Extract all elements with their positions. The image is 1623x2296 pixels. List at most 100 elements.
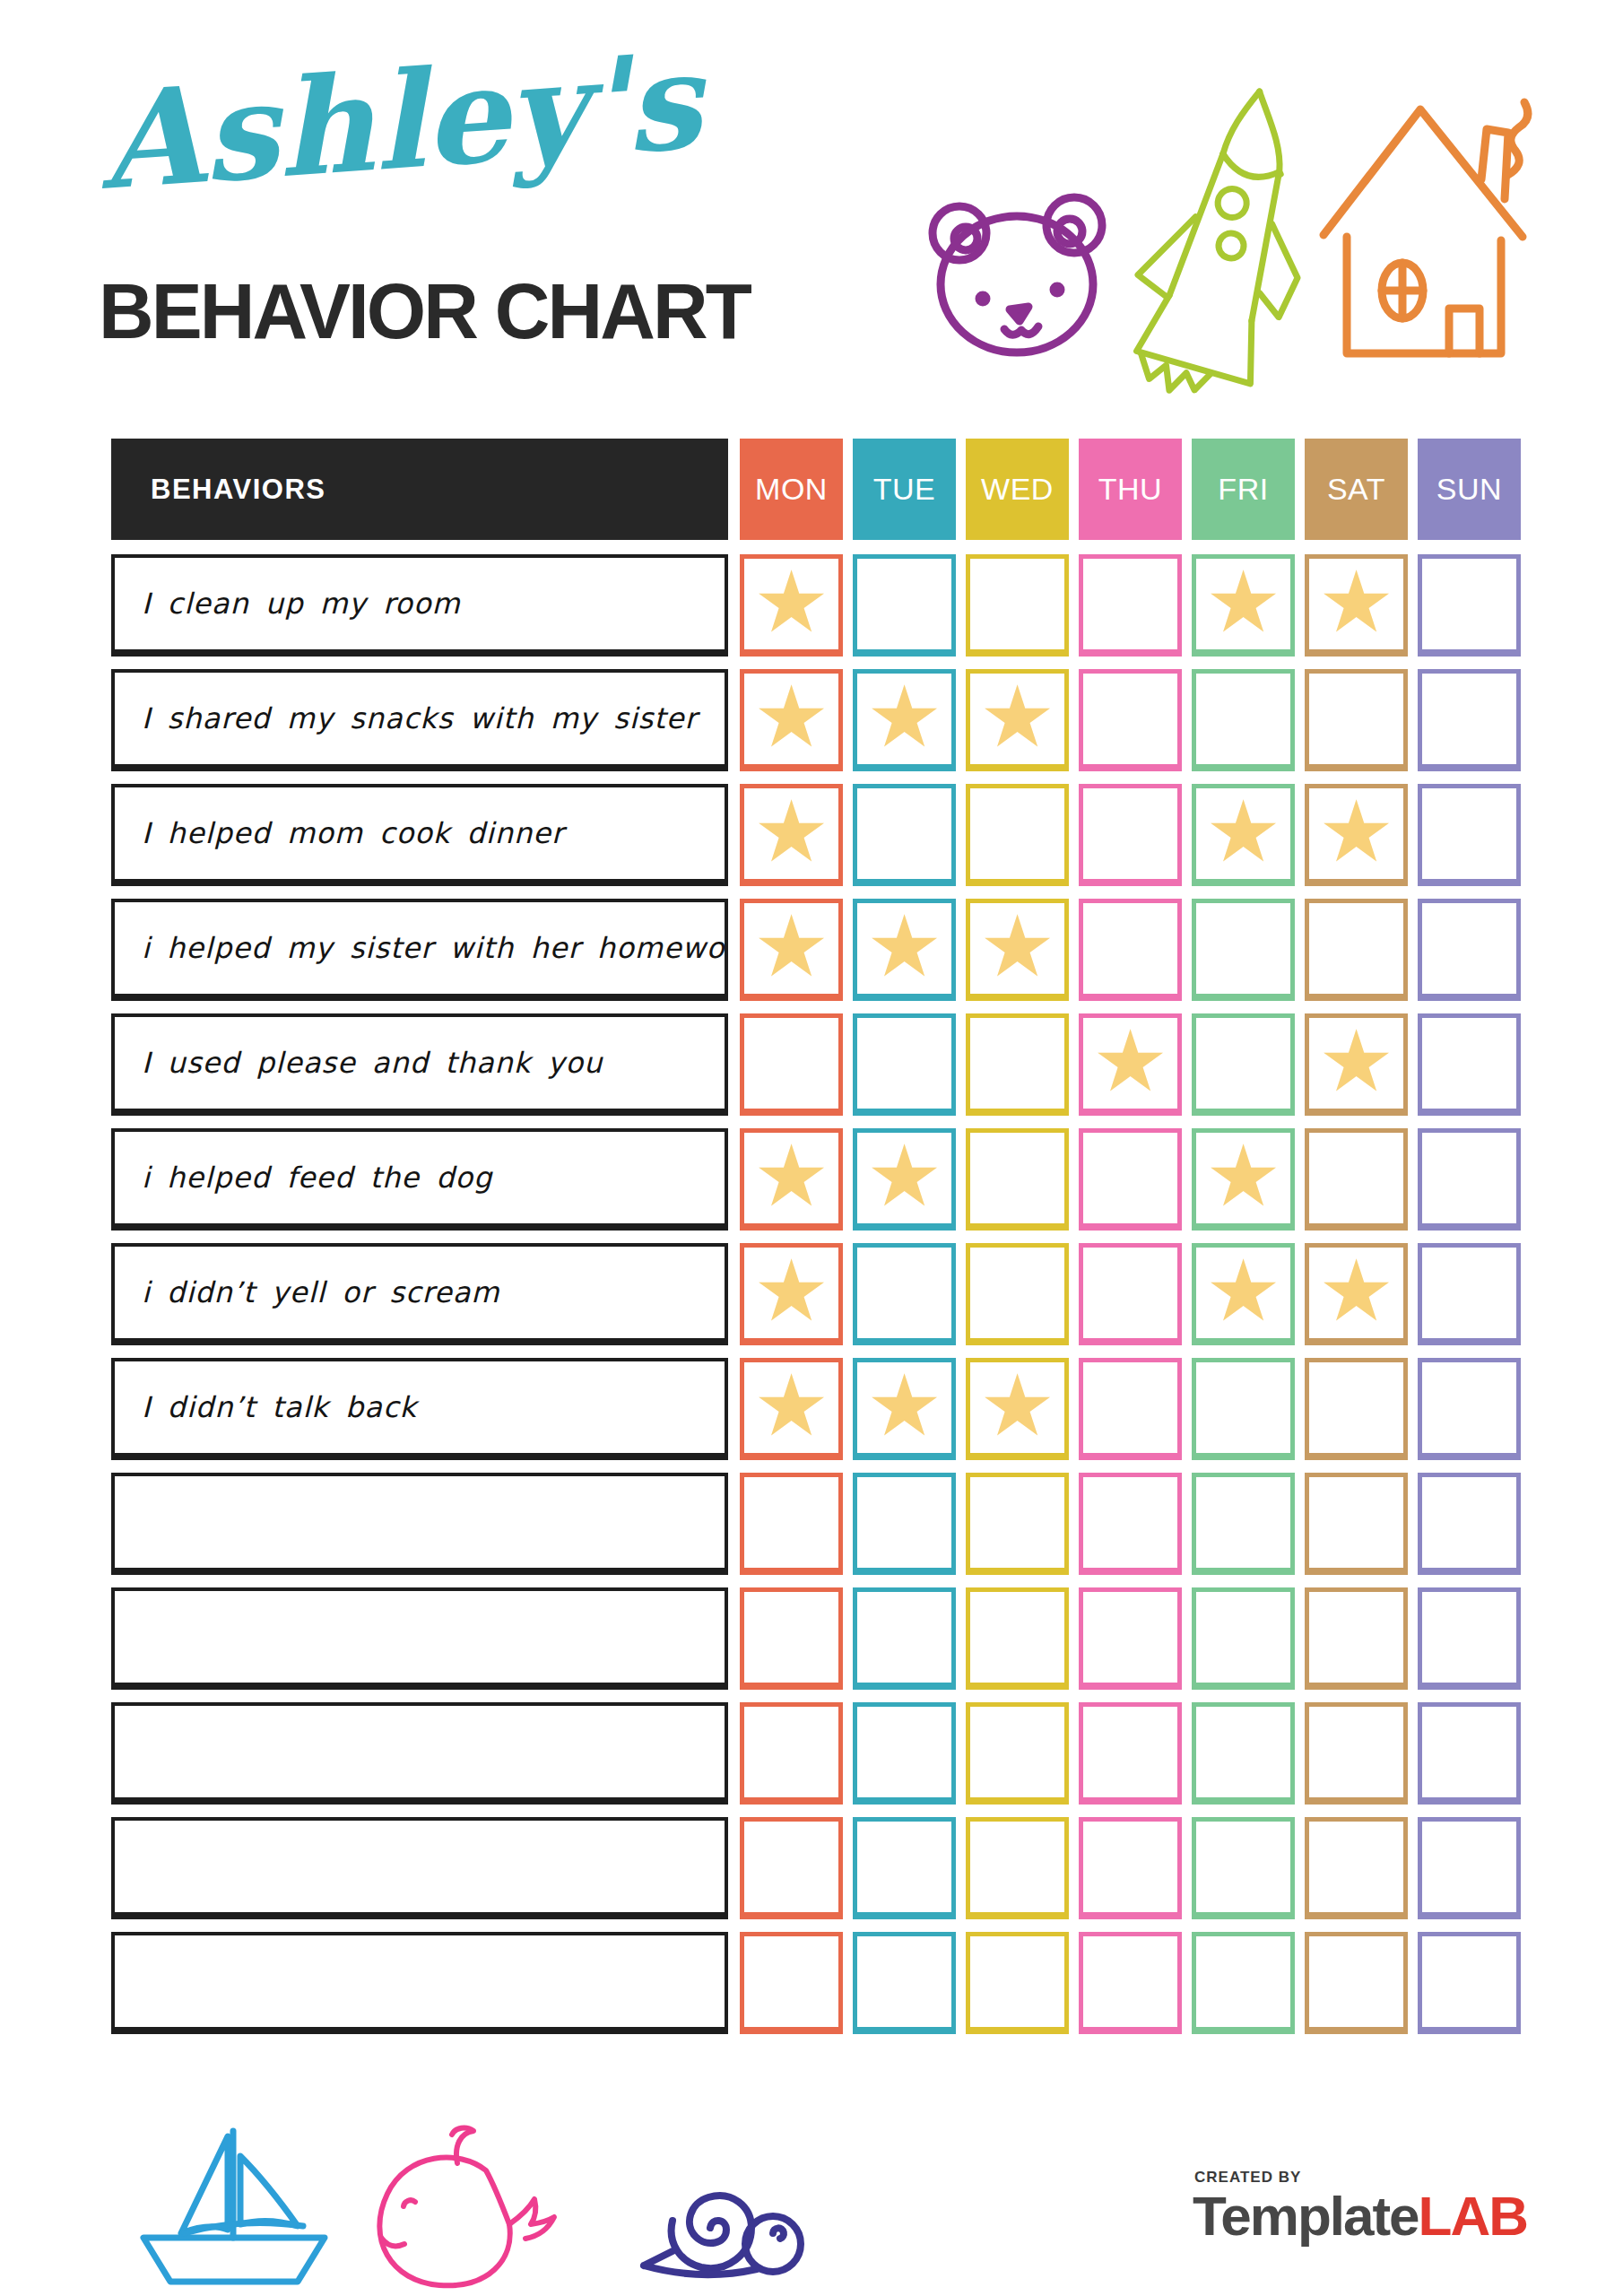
cell-sat[interactable] bbox=[1305, 1932, 1408, 2034]
cell-sat[interactable] bbox=[1305, 669, 1408, 771]
cell-sun[interactable] bbox=[1418, 1587, 1521, 1690]
cell-thu[interactable] bbox=[1079, 554, 1182, 657]
cell-wed[interactable] bbox=[966, 1473, 1069, 1575]
cell-fri[interactable] bbox=[1192, 1587, 1295, 1690]
cell-fri[interactable]: ★ bbox=[1192, 1243, 1295, 1345]
cell-mon[interactable]: ★ bbox=[740, 784, 843, 886]
cell-thu[interactable] bbox=[1079, 1932, 1182, 2034]
cell-wed[interactable]: ★ bbox=[966, 899, 1069, 1001]
page-title: BEHAVIOR CHART bbox=[99, 265, 750, 357]
cell-sat[interactable]: ★ bbox=[1305, 1013, 1408, 1116]
cell-fri[interactable] bbox=[1192, 899, 1295, 1001]
cell-sat[interactable] bbox=[1305, 1128, 1408, 1231]
cell-fri[interactable] bbox=[1192, 1358, 1295, 1460]
cell-wed[interactable] bbox=[966, 1932, 1069, 2034]
behavior-label-empty[interactable] bbox=[111, 1932, 728, 2034]
cell-thu[interactable] bbox=[1079, 1473, 1182, 1575]
cell-mon[interactable] bbox=[740, 1817, 843, 1919]
cell-mon[interactable] bbox=[740, 1702, 843, 1805]
star-icon: ★ bbox=[979, 1363, 1055, 1448]
cell-fri[interactable] bbox=[1192, 1817, 1295, 1919]
behavior-label-empty[interactable] bbox=[111, 1702, 728, 1805]
cell-fri[interactable] bbox=[1192, 1702, 1295, 1805]
cell-fri[interactable] bbox=[1192, 1013, 1295, 1116]
star-icon: ★ bbox=[866, 1363, 942, 1448]
cell-thu[interactable] bbox=[1079, 1128, 1182, 1231]
cell-sun[interactable] bbox=[1418, 1932, 1521, 2034]
cell-wed[interactable]: ★ bbox=[966, 669, 1069, 771]
cell-mon[interactable] bbox=[740, 1932, 843, 2034]
cell-sun[interactable] bbox=[1418, 784, 1521, 886]
cell-tue[interactable] bbox=[853, 1587, 956, 1690]
cell-sat[interactable] bbox=[1305, 899, 1408, 1001]
star-icon: ★ bbox=[866, 1134, 942, 1219]
cell-thu[interactable] bbox=[1079, 1702, 1182, 1805]
cell-tue[interactable] bbox=[853, 1817, 956, 1919]
behavior-label-empty[interactable] bbox=[111, 1587, 728, 1690]
cell-tue[interactable]: ★ bbox=[853, 1358, 956, 1460]
cell-wed[interactable] bbox=[966, 1702, 1069, 1805]
cell-fri[interactable]: ★ bbox=[1192, 1128, 1295, 1231]
cell-sat[interactable] bbox=[1305, 1702, 1408, 1805]
cell-sun[interactable] bbox=[1418, 1702, 1521, 1805]
cell-mon[interactable]: ★ bbox=[740, 1243, 843, 1345]
cell-wed[interactable] bbox=[966, 1587, 1069, 1690]
cell-tue[interactable] bbox=[853, 1702, 956, 1805]
cell-sat[interactable] bbox=[1305, 1817, 1408, 1919]
cell-thu[interactable] bbox=[1079, 669, 1182, 771]
cell-fri[interactable] bbox=[1192, 1473, 1295, 1575]
cell-tue[interactable] bbox=[853, 554, 956, 657]
cell-wed[interactable]: ★ bbox=[966, 1358, 1069, 1460]
cell-thu[interactable] bbox=[1079, 1587, 1182, 1690]
cell-sat[interactable]: ★ bbox=[1305, 1243, 1408, 1345]
cell-mon[interactable]: ★ bbox=[740, 669, 843, 771]
cell-thu[interactable] bbox=[1079, 1817, 1182, 1919]
cell-fri[interactable]: ★ bbox=[1192, 554, 1295, 657]
cell-thu[interactable] bbox=[1079, 899, 1182, 1001]
cell-sun[interactable] bbox=[1418, 1473, 1521, 1575]
cell-fri[interactable]: ★ bbox=[1192, 784, 1295, 886]
cell-mon[interactable]: ★ bbox=[740, 1128, 843, 1231]
behavior-label-empty[interactable] bbox=[111, 1817, 728, 1919]
cell-mon[interactable]: ★ bbox=[740, 1358, 843, 1460]
cell-mon[interactable] bbox=[740, 1473, 843, 1575]
cell-mon[interactable]: ★ bbox=[740, 554, 843, 657]
cell-sun[interactable] bbox=[1418, 1358, 1521, 1460]
cell-sun[interactable] bbox=[1418, 1013, 1521, 1116]
cell-tue[interactable] bbox=[853, 1473, 956, 1575]
cell-thu[interactable] bbox=[1079, 1358, 1182, 1460]
cell-sun[interactable] bbox=[1418, 899, 1521, 1001]
cell-sun[interactable] bbox=[1418, 1817, 1521, 1919]
cell-thu[interactable] bbox=[1079, 1243, 1182, 1345]
cell-sat[interactable]: ★ bbox=[1305, 784, 1408, 886]
cell-thu[interactable]: ★ bbox=[1079, 1013, 1182, 1116]
cell-fri[interactable] bbox=[1192, 669, 1295, 771]
cell-tue[interactable] bbox=[853, 784, 956, 886]
cell-mon[interactable]: ★ bbox=[740, 899, 843, 1001]
cell-fri[interactable] bbox=[1192, 1932, 1295, 2034]
cell-tue[interactable]: ★ bbox=[853, 1128, 956, 1231]
cell-thu[interactable] bbox=[1079, 784, 1182, 886]
cell-sat[interactable] bbox=[1305, 1473, 1408, 1575]
cell-sun[interactable] bbox=[1418, 1243, 1521, 1345]
cell-wed[interactable] bbox=[966, 1013, 1069, 1116]
cell-tue[interactable]: ★ bbox=[853, 669, 956, 771]
cell-sun[interactable] bbox=[1418, 669, 1521, 771]
cell-tue[interactable]: ★ bbox=[853, 899, 956, 1001]
cell-wed[interactable] bbox=[966, 554, 1069, 657]
cell-wed[interactable] bbox=[966, 1128, 1069, 1231]
cell-sun[interactable] bbox=[1418, 1128, 1521, 1231]
cell-wed[interactable] bbox=[966, 784, 1069, 886]
cell-tue[interactable] bbox=[853, 1932, 956, 2034]
cell-tue[interactable] bbox=[853, 1013, 956, 1116]
cell-sat[interactable] bbox=[1305, 1358, 1408, 1460]
cell-wed[interactable] bbox=[966, 1243, 1069, 1345]
cell-sun[interactable] bbox=[1418, 554, 1521, 657]
cell-sat[interactable] bbox=[1305, 1587, 1408, 1690]
cell-wed[interactable] bbox=[966, 1817, 1069, 1919]
cell-mon[interactable] bbox=[740, 1587, 843, 1690]
behavior-label-empty[interactable] bbox=[111, 1473, 728, 1575]
cell-sat[interactable]: ★ bbox=[1305, 554, 1408, 657]
cell-tue[interactable] bbox=[853, 1243, 956, 1345]
cell-mon[interactable] bbox=[740, 1013, 843, 1116]
